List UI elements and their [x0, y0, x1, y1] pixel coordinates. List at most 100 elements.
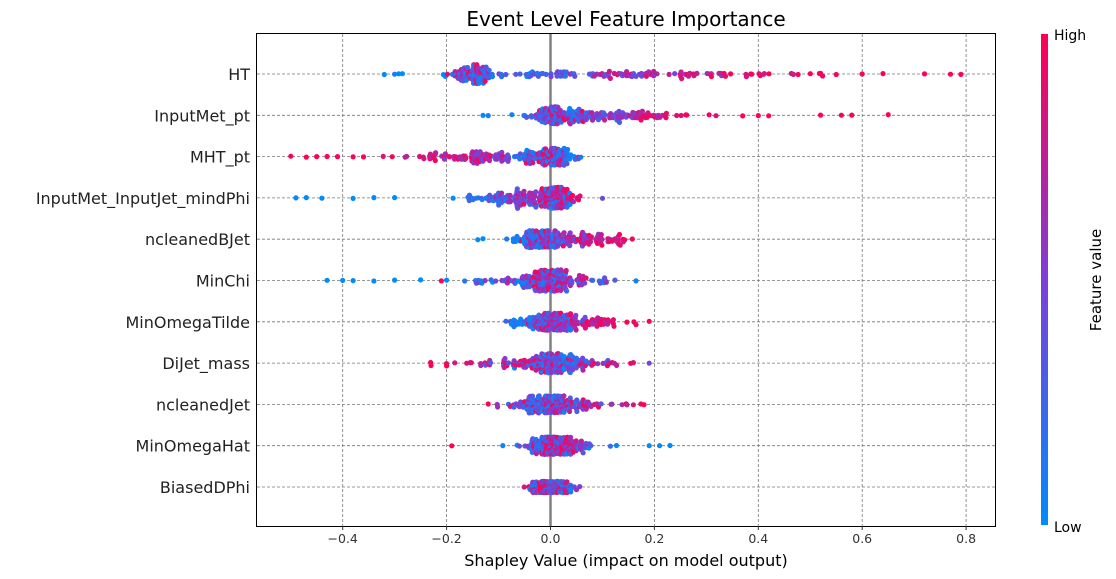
- shap-point: [602, 117, 608, 123]
- shap-point: [706, 112, 712, 118]
- shap-point: [599, 236, 605, 242]
- shap-point: [563, 267, 569, 274]
- shap-point: [504, 236, 510, 242]
- colorbar-title: Feature value: [1087, 229, 1105, 331]
- shap-point: [499, 190, 505, 196]
- shap-point: [616, 231, 623, 238]
- shap-point: [350, 278, 356, 284]
- shap-point: [380, 153, 386, 159]
- shap-point: [486, 67, 492, 73]
- shap-point: [766, 113, 772, 119]
- shap-point: [502, 355, 508, 362]
- shap-point: [795, 71, 801, 78]
- shap-point: [624, 319, 630, 325]
- shap-point: [567, 311, 574, 317]
- shap-point: [609, 401, 615, 407]
- shap-point: [428, 362, 434, 369]
- shap-point: [528, 114, 535, 120]
- shap-point: [666, 71, 672, 77]
- shap-point: [564, 161, 570, 167]
- shap-point: [619, 402, 625, 408]
- shap-point: [303, 195, 309, 201]
- shap-point: [360, 154, 367, 160]
- shap-point: [433, 150, 439, 156]
- shap-point: [595, 361, 601, 367]
- shap-point: [573, 487, 580, 493]
- shap-point: [371, 195, 377, 201]
- shap-point: [444, 363, 450, 369]
- feature-label: ncleanedBJet: [145, 230, 250, 249]
- shap-point: [667, 442, 673, 449]
- shap-point: [672, 71, 678, 77]
- plot-area: [256, 33, 996, 527]
- shap-point: [564, 479, 570, 485]
- shap-point: [633, 278, 639, 284]
- shap-point: [573, 327, 579, 333]
- x-tick-label: 0.4: [748, 531, 768, 546]
- shap-point: [643, 73, 650, 79]
- shap-point: [463, 77, 469, 83]
- shap-point: [444, 277, 450, 283]
- shap-point: [590, 277, 596, 283]
- shap-point: [561, 354, 567, 360]
- shap-point: [558, 267, 564, 273]
- feature-label: DiJet_mass: [162, 354, 250, 374]
- grid-lines: [257, 34, 995, 526]
- shap-point: [507, 199, 513, 205]
- shap-point: [521, 201, 527, 207]
- shap-point: [486, 157, 493, 164]
- shap-point: [517, 156, 523, 162]
- shap-point: [392, 277, 398, 283]
- shap-point: [324, 277, 330, 283]
- shap-point: [573, 312, 579, 318]
- shap-point: [749, 71, 755, 77]
- shap-point: [421, 156, 427, 162]
- shap-point: [557, 107, 563, 113]
- shap-point: [418, 277, 424, 283]
- shap-point: [617, 242, 623, 248]
- x-tick-label: −0.4: [328, 531, 358, 546]
- feature-label: MinOmegaTilde: [125, 313, 250, 332]
- shap-point: [577, 484, 583, 490]
- shap-point: [684, 112, 690, 118]
- shap-point: [569, 192, 576, 198]
- shap-point: [438, 278, 444, 284]
- shap-point: [678, 112, 684, 119]
- feature-label: MHT_pt: [190, 148, 250, 168]
- shap-point: [638, 117, 644, 123]
- shap-point: [288, 153, 294, 159]
- shap-point: [478, 362, 484, 369]
- shap-point: [678, 69, 684, 75]
- shap-point: [452, 360, 458, 366]
- shap-point: [599, 195, 606, 201]
- shap-point: [728, 71, 734, 77]
- shap-point: [399, 71, 405, 77]
- shap-point: [606, 68, 613, 74]
- shap-point: [580, 367, 586, 373]
- shap-point: [560, 243, 566, 249]
- shap-point: [598, 232, 604, 238]
- shap-point: [607, 75, 614, 81]
- shap-point: [499, 74, 505, 80]
- shap-point: [480, 236, 486, 242]
- shap-point: [807, 71, 813, 77]
- shap-point: [464, 64, 471, 71]
- shap-point: [612, 277, 618, 283]
- shap-point: [614, 362, 620, 368]
- feature-label: MinOmegaHat: [136, 437, 250, 456]
- shap-point: [663, 110, 670, 116]
- shap-point: [849, 112, 855, 118]
- shap-point: [533, 204, 539, 210]
- x-tick-label: −0.2: [431, 531, 461, 546]
- shap-point: [838, 112, 845, 118]
- shap-point: [582, 280, 588, 286]
- shap-point: [293, 195, 299, 201]
- shap-point: [533, 189, 539, 195]
- shap-point: [582, 362, 589, 369]
- shap-point: [740, 113, 746, 119]
- shap-point: [503, 318, 509, 324]
- shap-point: [833, 71, 839, 78]
- shap-point: [657, 443, 663, 449]
- shap-point: [479, 196, 485, 203]
- shap-point: [587, 239, 594, 245]
